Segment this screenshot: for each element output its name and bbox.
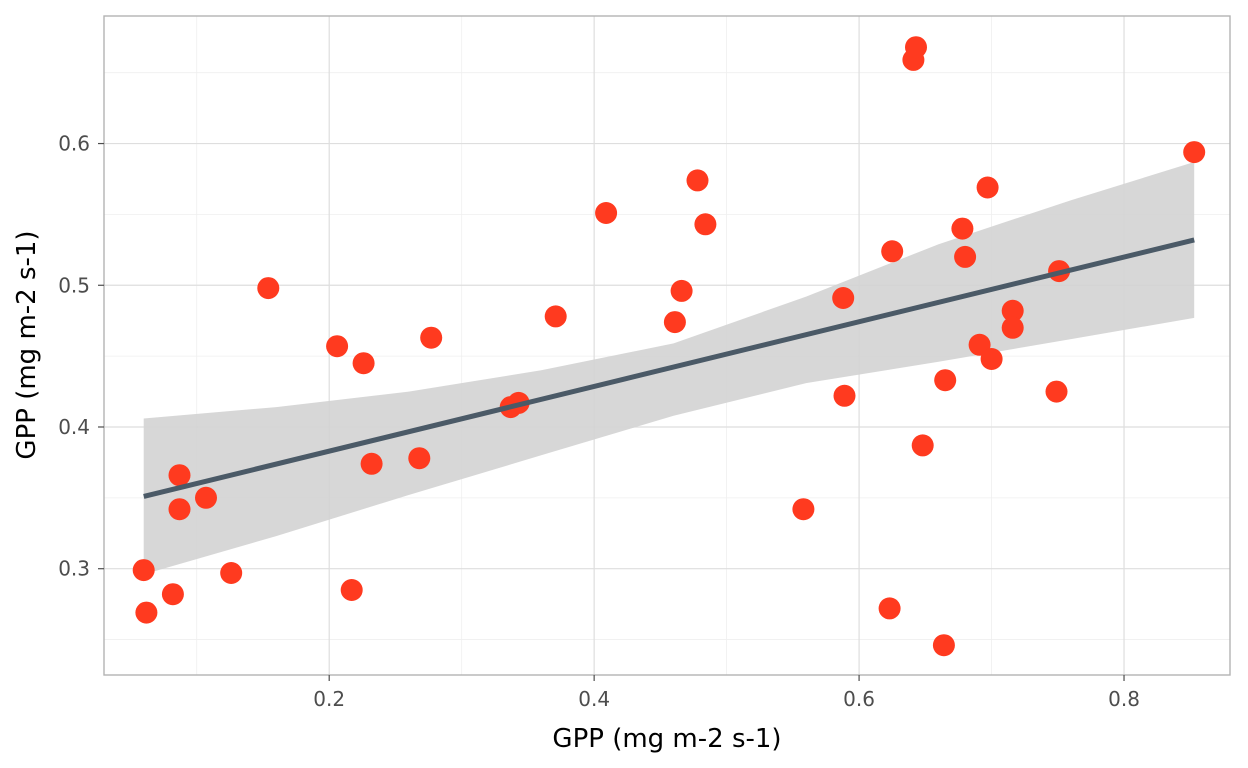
data-point [670,279,693,302]
y-tick-label: 0.4 [58,415,90,439]
data-point [881,240,904,263]
data-point [686,169,709,192]
data-point [1045,380,1068,403]
data-points [132,36,1206,657]
data-point [878,597,901,620]
data-point [544,305,567,328]
data-point [420,326,443,349]
x-tick-label: 0.4 [578,687,610,711]
data-point [195,486,217,509]
x-axis: 0.2 0.4 0.6 0.8 [313,675,1140,711]
fit-line-layer [143,237,1195,499]
data-point [976,176,999,199]
data-point [1183,141,1206,164]
data-point [911,434,934,457]
data-point [663,311,686,334]
data-point [980,348,1003,370]
data-point [832,287,855,309]
data-point [792,498,815,521]
y-tick-label: 0.5 [58,273,90,297]
data-point [905,36,927,59]
data-point [168,464,191,487]
data-point [340,579,363,601]
data-point [257,277,280,300]
x-tick-label: 0.2 [313,687,345,711]
data-point [220,562,243,584]
data-point [694,213,717,236]
data-point [360,452,383,475]
data-point [595,202,618,224]
data-point [951,217,974,240]
data-point [168,498,191,521]
data-point [833,384,856,407]
data-point [135,601,158,624]
y-tick-label: 0.6 [58,132,90,156]
y-tick-label: 0.3 [58,557,90,581]
data-point [932,634,955,657]
data-point [1001,316,1024,339]
x-axis-title: GPP (mg m-2 s-1) [552,724,781,754]
y-axis: 0.3 0.4 0.5 0.6 [58,132,104,581]
data-point [408,447,431,470]
data-point [132,559,155,582]
data-point [161,583,184,606]
fit-line [143,237,1195,499]
data-point [934,369,957,392]
x-tick-label: 0.8 [1108,687,1140,711]
y-axis-title: GPP (mg m-2 s-1) [12,230,42,459]
data-point [352,352,375,375]
data-point [954,245,977,268]
data-point [326,335,349,358]
data-point [1001,299,1024,322]
x-tick-label: 0.6 [843,687,875,711]
panel-border [103,15,1231,676]
